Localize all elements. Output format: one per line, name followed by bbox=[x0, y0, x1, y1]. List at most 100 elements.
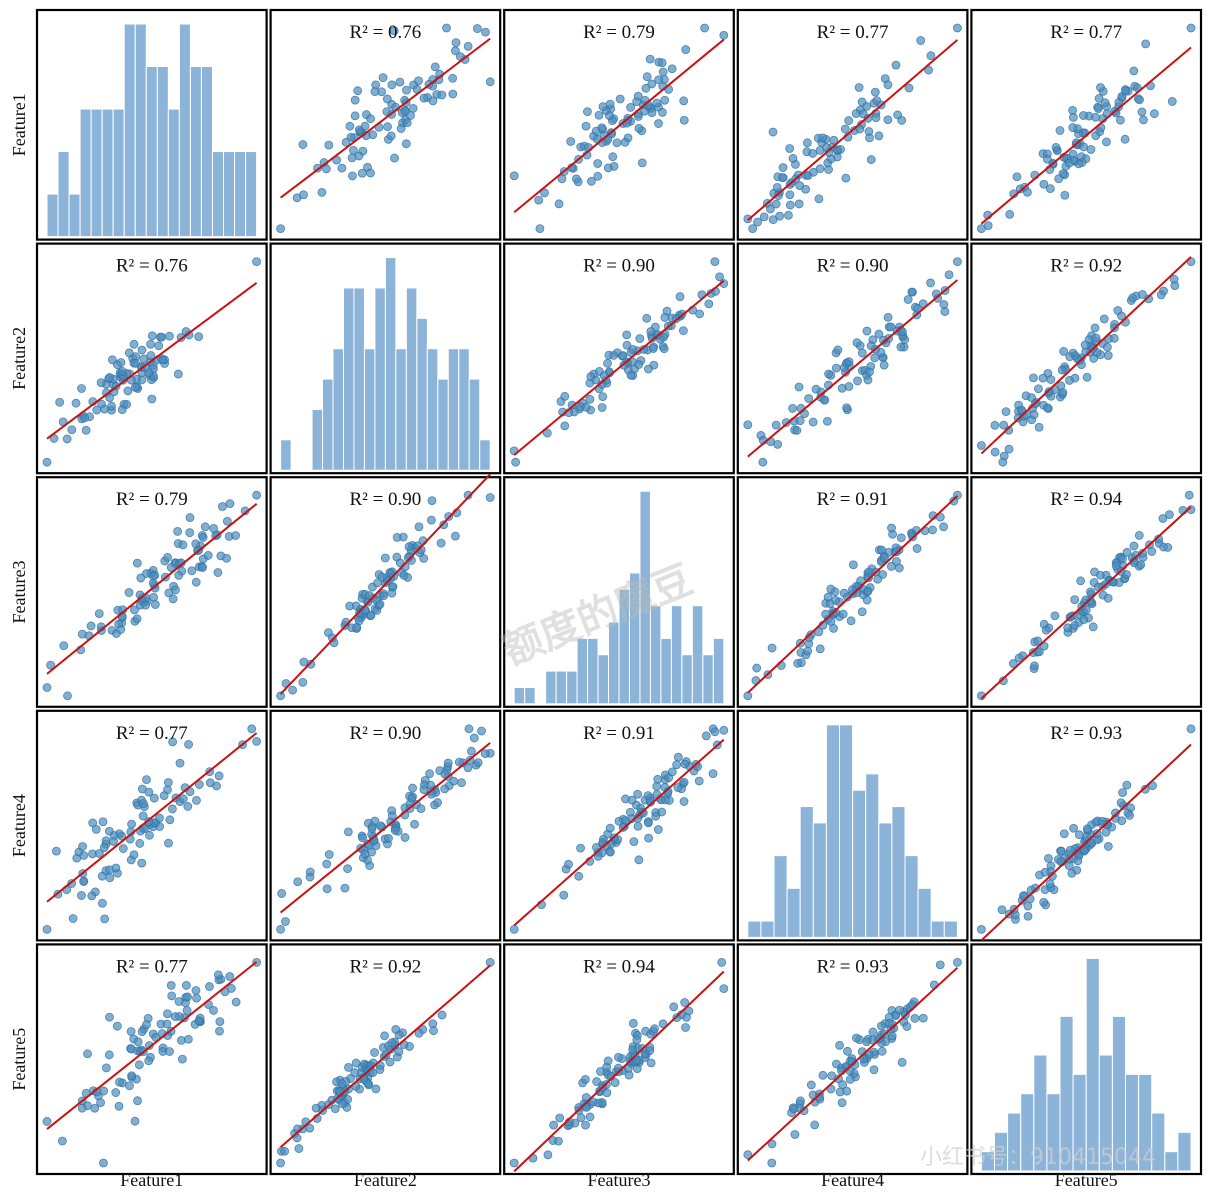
scatter-point bbox=[859, 1054, 869, 1064]
scatter-point bbox=[1055, 126, 1065, 135]
r-squared-label: R² = 0.92 bbox=[349, 956, 421, 977]
scatter-point bbox=[1041, 625, 1051, 635]
scatter-point bbox=[1156, 290, 1166, 300]
scatter-point bbox=[1017, 405, 1026, 415]
panel-Feature3-vs-Feature3 bbox=[503, 476, 735, 708]
scatter-point bbox=[585, 394, 595, 404]
scatter-point bbox=[387, 1038, 397, 1048]
scatter-point bbox=[464, 724, 474, 734]
r-squared-label: R² = 0.90 bbox=[817, 256, 889, 277]
scatter-point bbox=[184, 740, 193, 749]
scatter-point bbox=[387, 811, 397, 821]
scatter-point bbox=[205, 778, 215, 788]
scatter-point bbox=[576, 843, 585, 853]
scatter-point bbox=[115, 1077, 124, 1087]
scatter-point bbox=[679, 115, 689, 125]
hist-bar bbox=[513, 686, 526, 705]
hist-bar bbox=[891, 806, 906, 938]
panel-Feature5-vs-Feature4: R² = 0.93 bbox=[736, 943, 969, 1176]
scatter-point bbox=[918, 1013, 928, 1023]
hist-bar bbox=[123, 23, 136, 238]
scatter-point bbox=[378, 73, 388, 83]
scatter-point bbox=[175, 758, 185, 768]
r-squared-label: R² = 0.77 bbox=[116, 723, 188, 744]
scatter-point bbox=[865, 367, 874, 377]
scatter-point bbox=[694, 776, 704, 786]
scatter-point bbox=[704, 299, 714, 309]
scatter-point bbox=[165, 331, 174, 341]
scatter-point bbox=[765, 204, 775, 214]
scatter-point bbox=[42, 683, 52, 692]
scatter-point bbox=[635, 334, 645, 343]
scatter-point bbox=[367, 824, 377, 834]
scatter-point bbox=[371, 1084, 381, 1094]
scatter-point bbox=[1117, 816, 1127, 826]
hist-bar bbox=[545, 670, 557, 705]
scatter-point bbox=[436, 538, 446, 548]
scatter-point bbox=[337, 163, 347, 173]
scatter-point bbox=[1094, 104, 1103, 113]
scatter-point bbox=[626, 102, 635, 112]
scatter-point bbox=[564, 859, 573, 869]
hist-bar bbox=[773, 855, 788, 938]
scatter-point bbox=[837, 1098, 847, 1108]
scatter-point bbox=[653, 774, 663, 784]
x-axis-label: Feature1 bbox=[120, 1170, 183, 1190]
scatter-point bbox=[407, 793, 417, 803]
scatter-point bbox=[427, 496, 437, 506]
scatter-point bbox=[615, 94, 625, 104]
hist-bar bbox=[57, 151, 70, 238]
hist-bar bbox=[799, 806, 814, 938]
scatter-point bbox=[1039, 897, 1049, 907]
scatter-point bbox=[140, 824, 150, 833]
hist-bar bbox=[852, 789, 867, 938]
scatter-point bbox=[650, 1024, 659, 1034]
scatter-point bbox=[137, 375, 147, 385]
scatter-point bbox=[1082, 824, 1092, 834]
scatter-point bbox=[1099, 314, 1109, 324]
y-axis-label: Feature4 bbox=[9, 794, 29, 857]
regression-line bbox=[513, 970, 725, 1173]
panel-frame bbox=[970, 242, 1203, 475]
scatter-point bbox=[603, 163, 613, 173]
scatter-point bbox=[1117, 311, 1126, 321]
scatter-point bbox=[633, 112, 643, 121]
hist-bar bbox=[68, 193, 81, 238]
scatter-point bbox=[808, 149, 818, 158]
scatter-point bbox=[785, 144, 795, 153]
scatter-point bbox=[294, 1144, 304, 1153]
scatter-point bbox=[836, 145, 845, 154]
scatter-point bbox=[165, 1047, 174, 1056]
scatter-point bbox=[657, 58, 667, 68]
scatter-point bbox=[903, 295, 913, 304]
scatter-point bbox=[605, 823, 615, 833]
scatter-point bbox=[802, 138, 812, 148]
panel-Feature3-vs-Feature1: R² = 0.79 bbox=[35, 476, 268, 708]
scatter-point bbox=[330, 1104, 340, 1114]
hist-bar bbox=[930, 920, 945, 938]
scatter-point bbox=[350, 111, 360, 121]
scatter-point bbox=[215, 1026, 224, 1036]
scatter-point bbox=[429, 1026, 438, 1036]
scatter-point bbox=[440, 769, 450, 779]
hist-bar bbox=[101, 108, 114, 238]
scatter-point bbox=[137, 345, 147, 355]
scatter-point bbox=[402, 85, 411, 95]
regression-line bbox=[46, 732, 258, 903]
scatter-point bbox=[862, 326, 872, 336]
scatter-point bbox=[80, 413, 90, 423]
scatter-point bbox=[868, 1027, 878, 1037]
scatter-point bbox=[1008, 659, 1018, 668]
scatter-point bbox=[123, 386, 133, 396]
scatter-point bbox=[879, 360, 889, 370]
x-axis-label: Feature5 bbox=[1055, 1170, 1118, 1190]
scatter-point bbox=[1034, 384, 1043, 394]
panel-Feature5-vs-Feature1: R² = 0.77 bbox=[35, 943, 268, 1176]
scatter-point bbox=[62, 434, 72, 444]
scatter-point bbox=[98, 898, 107, 908]
regression-line bbox=[46, 503, 258, 675]
scatter-point bbox=[1043, 403, 1052, 413]
scatter-point bbox=[1184, 490, 1194, 500]
scatter-point bbox=[848, 560, 858, 570]
scatter-point bbox=[586, 176, 596, 186]
